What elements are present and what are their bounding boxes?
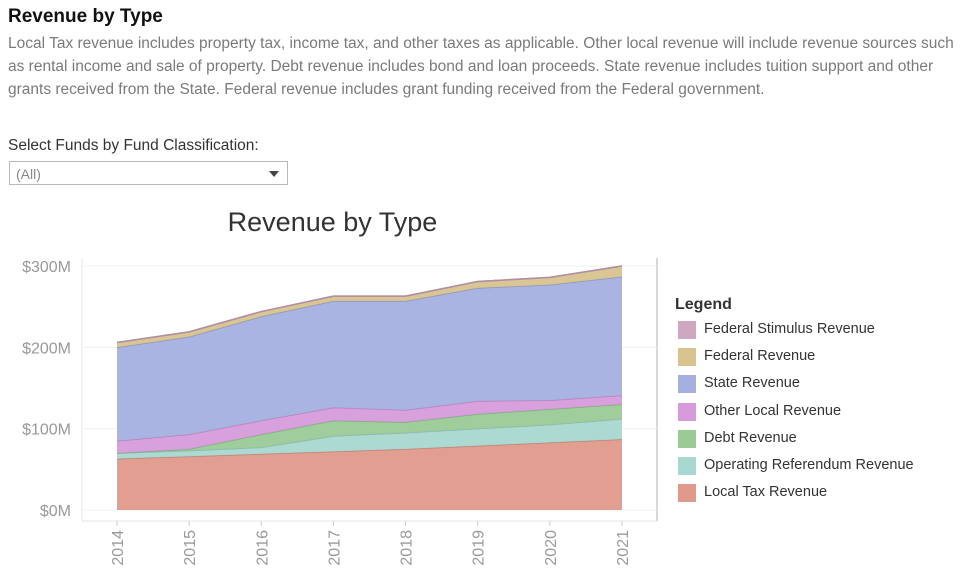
- legend-label: Debt Revenue: [704, 429, 797, 446]
- area-state-revenue[interactable]: [117, 276, 622, 441]
- page-title: Revenue by Type: [8, 6, 163, 27]
- area-federal-revenue[interactable]: [117, 266, 622, 348]
- y-tick-label: $100M: [22, 422, 71, 439]
- legend-swatch: [678, 429, 696, 448]
- legend-label: Federal Stimulus Revenue: [704, 321, 875, 337]
- area-other-local-revenue[interactable]: [117, 395, 622, 454]
- dropdown-selected-value: (All): [16, 166, 41, 182]
- y-tick-label: $300M: [22, 259, 71, 276]
- legend-label: State Revenue: [704, 375, 800, 392]
- chevron-down-icon[interactable]: [269, 171, 279, 177]
- legend-swatch: [678, 375, 696, 394]
- area-edge-federal-stimulus-revenue: [116, 265, 623, 344]
- y-tick-label: $0M: [40, 503, 71, 520]
- x-tick-label: 2020: [543, 530, 560, 566]
- legend-label: Operating Referendum Revenue: [704, 457, 914, 473]
- legend-label: Federal Revenue: [704, 348, 816, 365]
- legend-swatch: [678, 321, 696, 339]
- y-tick-label: $200M: [22, 340, 71, 357]
- legend-label: Local Tax Revenue: [704, 484, 828, 501]
- x-tick-label: 2015: [182, 530, 199, 566]
- legend-label: Other Local Revenue: [704, 402, 842, 419]
- page-description: Local Tax revenue includes property tax,…: [8, 35, 954, 98]
- area-local-tax-revenue[interactable]: [117, 439, 622, 510]
- legend-swatch: [678, 402, 696, 421]
- area-debt-revenue[interactable]: [117, 404, 622, 454]
- legend-swatch: [678, 457, 696, 475]
- legend-title: Legend: [675, 296, 732, 313]
- legend-swatch: [678, 348, 696, 367]
- x-tick-label: 2014: [110, 530, 127, 566]
- legend-swatch: [678, 484, 696, 503]
- x-tick-label: 2018: [399, 530, 416, 566]
- x-tick-label: 2016: [254, 530, 271, 566]
- fund-classification-dropdown[interactable]: (All): [9, 161, 288, 185]
- filter-label: Select Funds by Fund Classification:: [8, 137, 259, 154]
- x-tick-label: 2019: [471, 530, 488, 566]
- chart-title: Revenue by Type: [227, 207, 438, 237]
- x-tick-label: 2017: [326, 530, 343, 566]
- x-tick-label: 2021: [615, 530, 632, 566]
